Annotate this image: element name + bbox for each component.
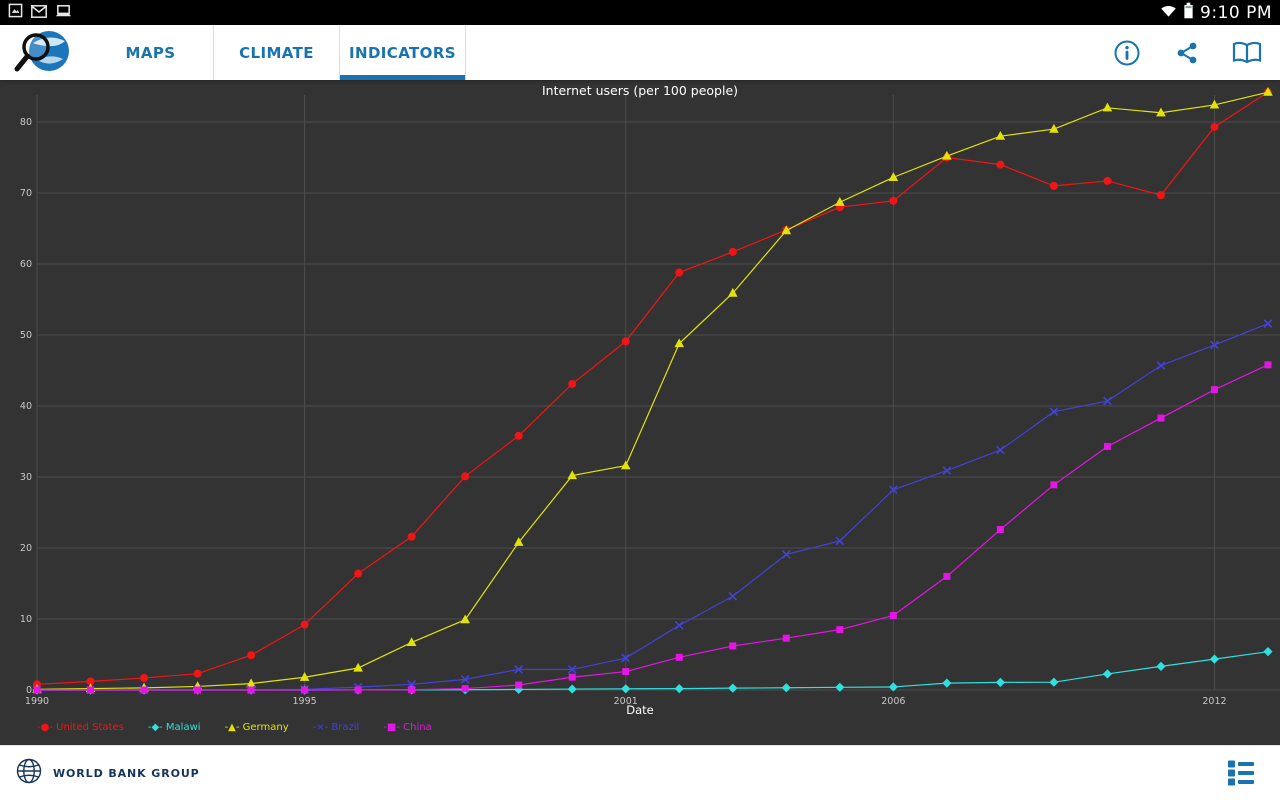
world-bank-brand: WORLD BANK GROUP: [14, 756, 200, 790]
svg-text:2012: 2012: [1202, 696, 1226, 707]
chart-xaxis-label: Date: [626, 703, 654, 717]
chart-panel: Internet users (per 100 people) Date 0 10…: [0, 80, 1280, 745]
svg-text:50: 50: [20, 330, 32, 341]
axis-tick-labels: 0 10 20 30 40 50 60 70 80 1990 1995 2001 2006 2012: [20, 117, 1227, 707]
wifi-icon: [1160, 3, 1177, 22]
svg-text:1995: 1995: [293, 696, 317, 707]
battery-icon: [1183, 2, 1194, 23]
series-germany: [32, 86, 1273, 693]
svg-text:0: 0: [26, 685, 32, 696]
read-book-button[interactable]: [1222, 29, 1272, 77]
clock: 9:10 PM: [1200, 2, 1272, 23]
info-button[interactable]: [1102, 29, 1152, 77]
gridlines: [36, 95, 1280, 691]
legend-item-brazil: -×- Brazil: [312, 722, 360, 733]
app-logo[interactable]: [0, 25, 88, 80]
svg-text:60: 60: [20, 259, 32, 270]
series-united-states: [33, 88, 1272, 689]
screenshot-notification-icon: [8, 3, 23, 22]
legend-item-germany: -▲- Germany: [224, 722, 289, 733]
tab-bar: MAPS CLIMATE INDICATORS: [88, 25, 466, 80]
status-bar-system: 9:10 PM: [1160, 2, 1274, 23]
svg-text:80: 80: [20, 117, 32, 128]
svg-text:40: 40: [20, 401, 32, 412]
globe-magnifier-icon: [9, 27, 79, 79]
status-bar: 9:10 PM: [0, 0, 1280, 25]
series-china: [33, 361, 1272, 694]
series-malawi: [32, 647, 1273, 695]
tab-indicators[interactable]: INDICATORS: [340, 25, 466, 80]
status-bar-notifications: [6, 3, 72, 22]
share-button[interactable]: [1162, 29, 1212, 77]
footer-bar: WORLD BANK GROUP: [0, 745, 1280, 800]
svg-text:10: 10: [20, 614, 32, 625]
app-bar: MAPS CLIMATE INDICATORS: [0, 25, 1280, 80]
connected-device-notification-icon: [55, 3, 72, 22]
svg-text:70: 70: [20, 188, 32, 199]
list-view-button[interactable]: [1216, 749, 1266, 797]
series-brazil: [32, 319, 1273, 695]
legend-item-united-states: -●- United States: [37, 722, 124, 733]
chart-legend: -●- United States -◆- Malawi -▲- Germany -×…: [37, 722, 432, 733]
tab-maps[interactable]: MAPS: [88, 25, 214, 80]
brand-text: WORLD BANK GROUP: [53, 766, 200, 780]
app-bar-actions: [1102, 25, 1280, 80]
tab-climate[interactable]: CLIMATE: [214, 25, 340, 80]
svg-text:2006: 2006: [881, 696, 905, 707]
legend-item-china: -■- China: [383, 722, 432, 733]
legend-item-malawi: -◆- Malawi: [147, 722, 201, 733]
svg-text:20: 20: [20, 543, 32, 554]
svg-text:1990: 1990: [25, 696, 49, 707]
indicators-line-chart[interactable]: Internet users (per 100 people) Date 0 10…: [0, 80, 1280, 745]
message-notification-icon: [31, 3, 47, 22]
svg-text:30: 30: [20, 472, 32, 483]
chart-title: Internet users (per 100 people): [542, 83, 738, 98]
svg-text:2001: 2001: [614, 696, 638, 707]
world-bank-globe-icon: [14, 756, 44, 790]
